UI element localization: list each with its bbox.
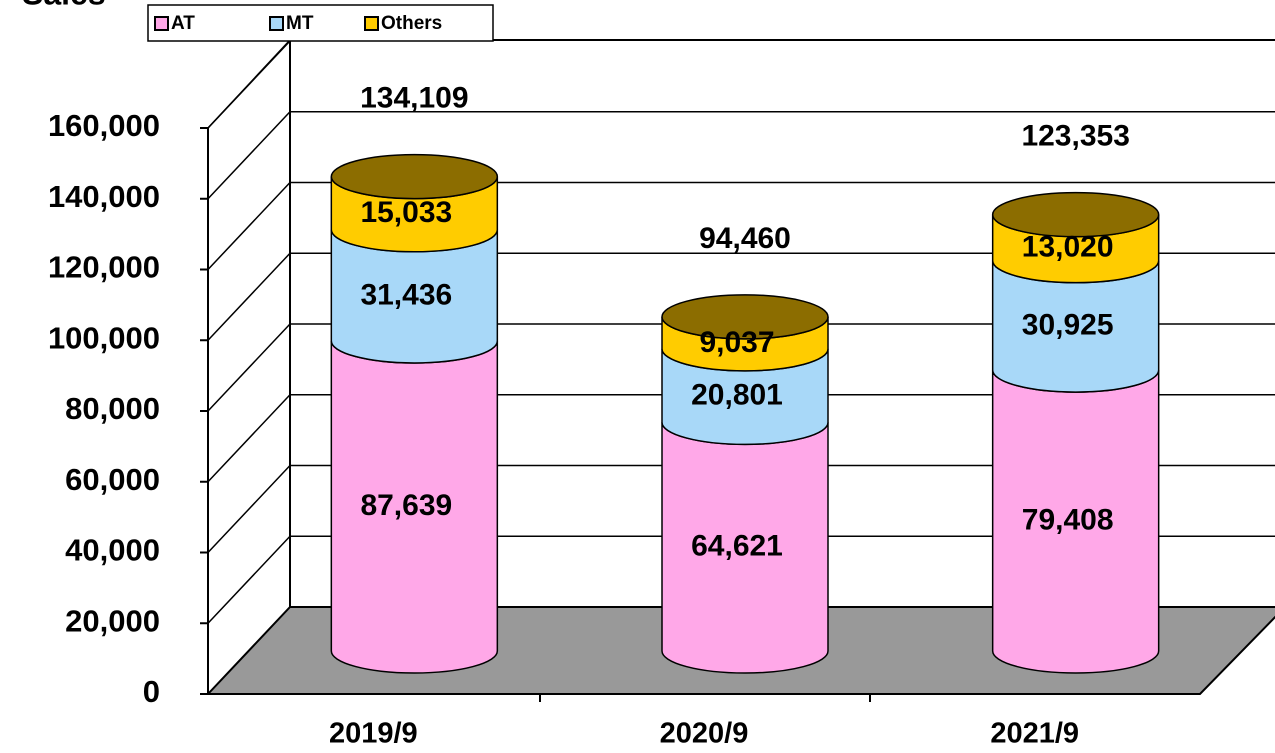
grid-line: [207, 111, 291, 200]
x-tick-label: 2019/9: [329, 718, 418, 750]
y-tick-label: 100,000: [48, 320, 160, 355]
y-tick-label: 0: [143, 674, 160, 709]
x-tick-label: 2021/9: [990, 718, 1079, 750]
grid-line: [207, 394, 291, 483]
grid-line: [207, 252, 291, 341]
cylinder-top: [991, 191, 1160, 238]
y-tick-label: 40,000: [65, 533, 160, 568]
total-label: 94,460: [699, 222, 791, 255]
legend-label: AT: [171, 13, 195, 34]
value-label: 79,408: [1022, 503, 1114, 536]
value-label: 9,037: [699, 326, 774, 359]
y-axis-title: Sales: [22, 0, 106, 11]
value-label: 13,020: [1022, 231, 1114, 264]
y-tick-label: 160,000: [48, 108, 160, 143]
y-tick-label: 80,000: [65, 391, 160, 426]
grid-line: [207, 464, 291, 554]
y-tick-label: 60,000: [65, 462, 160, 497]
value-label: 15,033: [360, 196, 452, 229]
total-label: 134,109: [360, 82, 468, 115]
grid-line: [207, 181, 291, 271]
grid-line: [207, 40, 291, 129]
cylinder-top: [330, 153, 499, 200]
y-tick-label: 120,000: [48, 250, 160, 285]
value-label: 87,639: [360, 489, 452, 522]
cylinder-top: [661, 294, 829, 340]
legend-swatch: [269, 16, 284, 31]
legend-swatch: [364, 16, 379, 31]
legend-label: Others: [381, 13, 442, 34]
value-label: 31,436: [360, 278, 452, 311]
grid-line: [207, 323, 291, 412]
y-tick-label: 140,000: [48, 179, 160, 214]
legend: AT MT Others: [147, 4, 494, 42]
value-label: 20,801: [691, 379, 783, 412]
value-label: 30,925: [1022, 308, 1114, 341]
legend-swatch: [154, 16, 169, 31]
y-tick-label: 20,000: [65, 603, 160, 638]
grid-line: [207, 535, 291, 624]
value-label: 64,621: [691, 530, 783, 563]
total-label: 123,353: [1021, 120, 1129, 153]
x-tick-label: 2020/9: [660, 718, 749, 750]
legend-label: MT: [286, 13, 314, 34]
legend-box: [147, 4, 494, 42]
